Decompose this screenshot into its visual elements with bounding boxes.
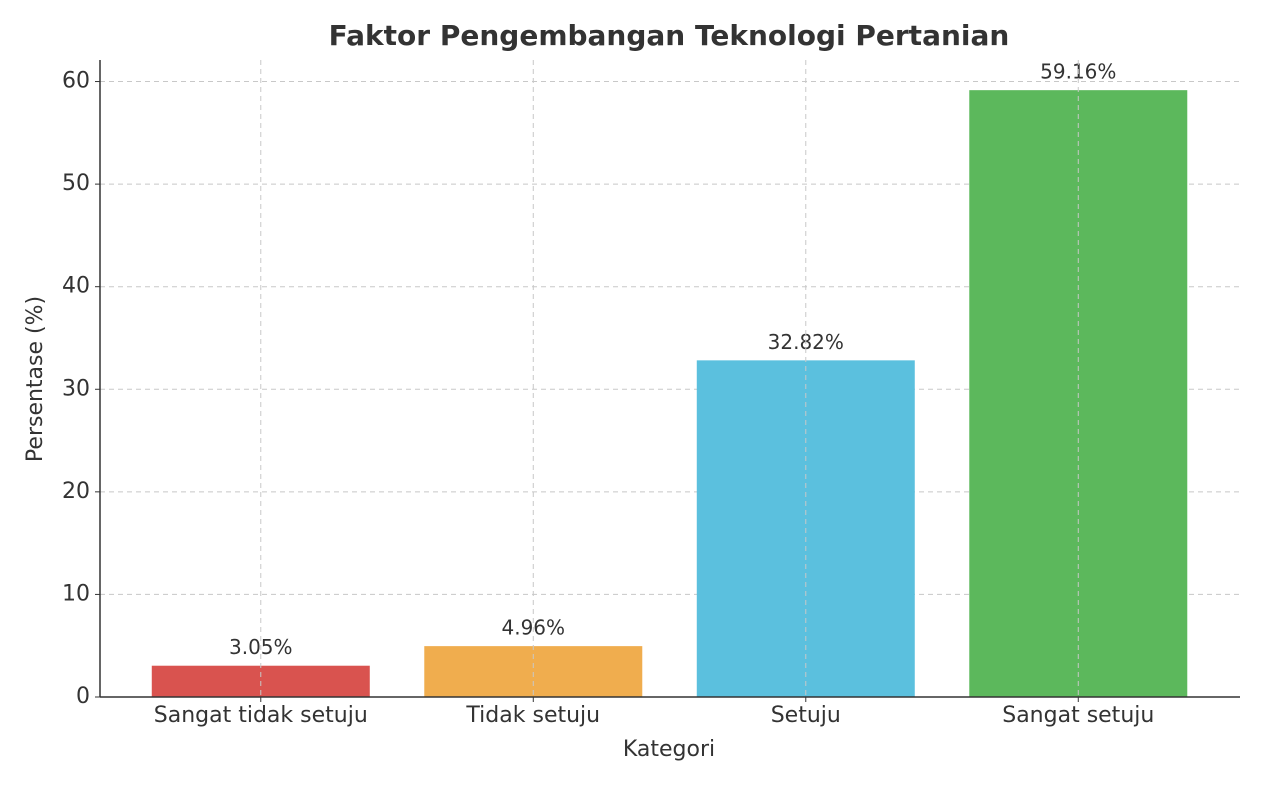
bar bbox=[424, 646, 643, 697]
y-tick-label: 10 bbox=[62, 581, 90, 606]
y-axis-label: Persentase (%) bbox=[23, 296, 48, 462]
x-tick-label: Setuju bbox=[771, 703, 841, 728]
y-tick-label: 60 bbox=[62, 69, 90, 94]
x-axis-label: Kategori bbox=[623, 737, 715, 762]
y-tick-label: 30 bbox=[62, 376, 90, 401]
x-tick-label: Sangat tidak setuju bbox=[154, 703, 368, 728]
x-tick-label: Sangat setuju bbox=[1002, 703, 1154, 728]
y-tick-label: 50 bbox=[62, 171, 90, 196]
y-tick-label: 40 bbox=[62, 274, 90, 299]
y-tick-label: 0 bbox=[76, 684, 90, 709]
x-tick-label: Tidak setuju bbox=[465, 703, 600, 728]
y-tick-label: 20 bbox=[62, 479, 90, 504]
chart-title: Faktor Pengembangan Teknologi Pertanian bbox=[329, 19, 1010, 52]
